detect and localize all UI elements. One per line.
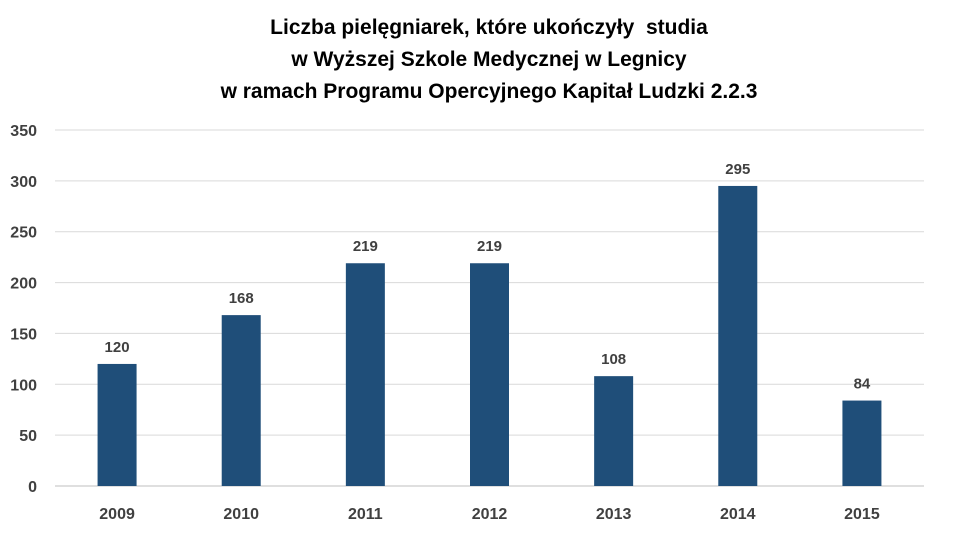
y-tick-label: 50 xyxy=(19,428,37,445)
x-tick-label: 2015 xyxy=(844,506,880,523)
bar-2009 xyxy=(97,363,137,486)
chart-title: Liczba pielęgniarek, które ukończyły stu… xyxy=(0,12,978,108)
y-tick-label: 300 xyxy=(10,174,37,191)
x-tick-label: 2013 xyxy=(596,506,632,523)
bar-2015 xyxy=(842,400,882,486)
bar-2012 xyxy=(470,263,509,486)
data-label-2011: 219 xyxy=(353,238,378,255)
x-axis: 2009 2010 2011 2012 2013 2014 2015 xyxy=(99,506,880,523)
x-tick-label: 2010 xyxy=(223,506,259,523)
chart-title-line-1: Liczba pielęgniarek, które ukończyły stu… xyxy=(270,16,708,39)
y-tick-label: 350 xyxy=(10,123,37,140)
data-label-2014: 295 xyxy=(725,161,750,178)
x-tick-label: 2011 xyxy=(348,506,383,523)
data-labels: 120 168 219 219 108 295 84 xyxy=(105,161,871,393)
x-tick-label: 2014 xyxy=(720,506,756,523)
bar-2011 xyxy=(345,263,385,486)
y-tick-label: 200 xyxy=(10,276,37,293)
y-tick-label: 0 xyxy=(28,479,37,496)
data-label-2009: 120 xyxy=(105,339,130,356)
bar-2013 xyxy=(594,376,634,486)
data-label-2010: 168 xyxy=(229,290,254,307)
data-label-2012: 219 xyxy=(477,238,502,255)
data-label-2015: 84 xyxy=(854,376,871,393)
x-tick-label: 2009 xyxy=(99,506,135,523)
bars xyxy=(97,185,882,486)
y-axis: 0 50 100 150 200 250 300 350 xyxy=(10,123,37,496)
data-label-2013: 108 xyxy=(601,351,626,368)
x-tick-label: 2012 xyxy=(472,506,508,523)
bar-2014 xyxy=(718,185,758,486)
chart-title-line-2: w Wyższej Szkole Medycznej w Legnicy xyxy=(291,48,687,71)
y-tick-label: 150 xyxy=(10,326,37,343)
bar-2010 xyxy=(221,315,261,486)
chart-title-line-3: w ramach Programu Opercyjnego Kapitał Lu… xyxy=(220,80,758,103)
y-tick-label: 250 xyxy=(10,225,37,242)
y-tick-label: 100 xyxy=(10,377,37,394)
